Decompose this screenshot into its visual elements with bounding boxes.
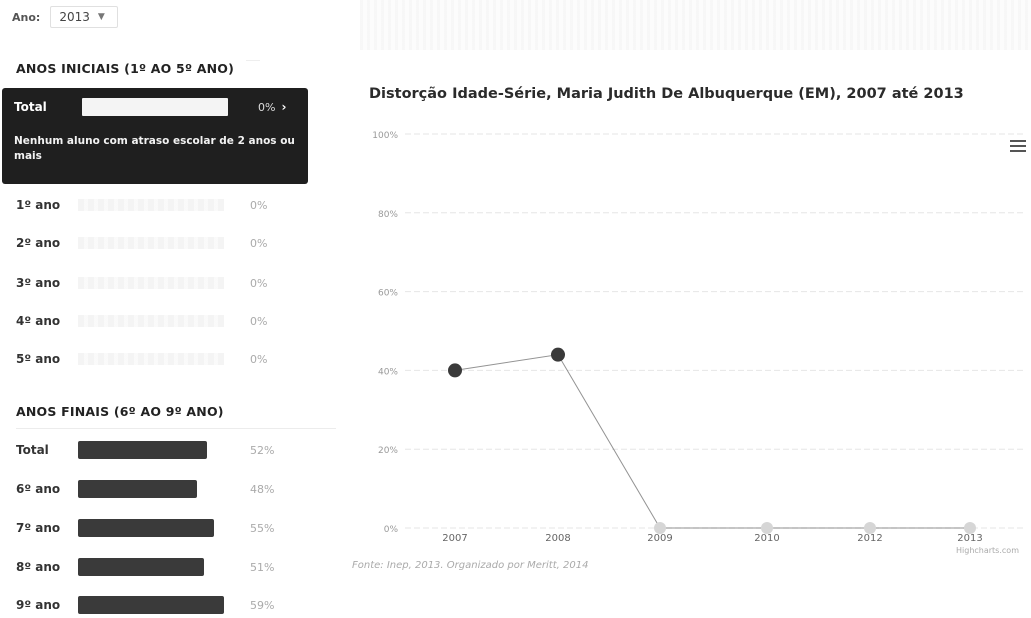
tooltip-message: Nenhum aluno com atraso escolar de 2 ano… [14,135,295,162]
chevron-down-icon: ▼ [97,12,105,22]
progress-bar [78,274,224,292]
row-value: 0% [250,352,268,366]
progress-bar [78,312,224,330]
progress-bar [78,596,224,614]
year-select-value: 2013 [59,10,90,24]
x-tick-label: 2013 [957,533,982,544]
divider [16,428,336,429]
row-value: 0% [250,198,268,212]
row-label: 9º ano [16,598,61,612]
progress-bar [78,196,224,214]
row-label: 7º ano [16,521,61,535]
data-point [761,522,773,534]
list-item[interactable]: 4º ano 0% [16,308,316,334]
row-value: 0% [250,314,268,328]
row-value: 51% [250,560,275,574]
y-tick-label: 20% [378,446,398,456]
list-item[interactable]: 9º ano 59% [16,592,316,618]
x-tick-label: 2008 [545,533,570,544]
data-point [448,363,462,378]
list-item[interactable]: 3º ano 0% [16,270,316,296]
progress-bar [78,234,224,252]
list-item[interactable]: 1º ano 0% [16,192,316,218]
row-value: 52% [250,443,275,457]
row-label: 5º ano [16,352,61,366]
list-item[interactable]: 5º ano 0% [16,346,316,372]
row-label: 6º ano [16,482,61,496]
y-tick-label: 100% [372,131,398,141]
data-point [864,522,876,534]
row-label: 8º ano [16,560,61,574]
x-tick-label: 2012 [857,533,882,544]
header-background [360,0,1031,50]
y-tick-label: 60% [378,289,398,299]
row-label: Total [16,443,49,457]
list-item[interactable]: 7º ano 55% [16,515,316,541]
series-line [454,354,970,529]
progress-bar [78,480,224,498]
data-point [654,522,666,534]
y-tick-label: 40% [378,367,398,377]
row-label: 1º ano [16,198,61,212]
y-tick-label: 80% [378,210,398,220]
section-title-initial: ANOS INICIAIS (1º AO 5º ANO) [16,61,235,76]
year-filter: Ano: 2013 ▼ [12,6,118,28]
list-item[interactable]: 6º ano 48% [16,476,316,502]
y-tick-label: 0% [384,525,399,535]
year-select[interactable]: 2013 ▼ [50,6,118,28]
chart-source: Fonte: Inep, 2013. Organizado por Meritt… [352,560,589,571]
row-label: 3º ano [16,276,61,290]
progress-bar [78,350,224,368]
row-label: 4º ano [16,314,61,328]
total-row[interactable]: Total 0% › [14,96,302,118]
data-point [964,522,976,534]
section-title-final: ANOS FINAIS (6º AO 9º ANO) [16,404,224,419]
hamburger-menu-icon[interactable] [1010,140,1026,154]
row-label: Total [14,100,47,114]
progress-bar [82,98,228,116]
list-item[interactable]: Total 52% [16,437,316,463]
row-value: 0% [258,100,276,114]
chart-credits[interactable]: Highcharts.com [956,546,1019,555]
chart-title: Distorção Idade-Série, Maria Judith De A… [369,86,964,102]
row-label: 2º ano [16,236,61,250]
list-item[interactable]: 8º ano 51% [16,554,316,580]
row-value: 55% [250,521,275,535]
row-value: 0% [250,236,268,250]
year-filter-label: Ano: [12,10,41,24]
x-tick-label: 2009 [647,533,672,544]
progress-bar [78,519,224,537]
progress-bar [78,441,224,459]
list-item[interactable]: 2º ano 0% [16,230,316,256]
x-tick-label: 2007 [442,533,467,544]
data-point [551,347,565,362]
progress-bar [78,558,224,576]
row-value: 59% [250,598,275,612]
row-value: 48% [250,482,275,496]
row-value: 0% [250,276,268,290]
x-tick-label: 2010 [754,533,779,544]
total-tooltip[interactable]: Total 0% › Nenhum aluno com atraso escol… [2,88,308,184]
divider [246,60,260,61]
chevron-right-icon[interactable]: › [281,100,287,114]
